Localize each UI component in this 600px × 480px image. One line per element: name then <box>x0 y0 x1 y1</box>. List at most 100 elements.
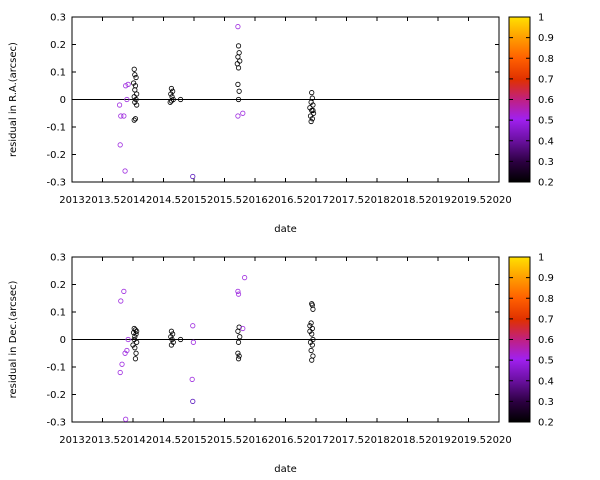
xtick-label: 2018 <box>364 195 389 206</box>
data-point <box>125 81 131 87</box>
xtick-label: 2013 <box>59 195 84 206</box>
data-point <box>308 118 314 125</box>
colorbar-tick-label: 0.3 <box>538 397 554 408</box>
data-point <box>117 142 123 148</box>
xtick-label: 2014 <box>120 195 145 206</box>
data-point <box>236 353 242 359</box>
data-point <box>134 339 140 345</box>
xtick-label: 2016.5 <box>268 435 303 446</box>
colorbar-tick-label: 0.8 <box>538 294 554 305</box>
data-point <box>124 347 130 354</box>
data-point <box>235 54 241 60</box>
ytick-label: 0.2 <box>50 40 66 51</box>
data-point <box>168 334 174 340</box>
data-point <box>124 96 130 103</box>
data-point <box>309 90 315 96</box>
data-point <box>235 24 241 30</box>
ytick-label: -0.3 <box>46 178 66 189</box>
data-point <box>240 110 246 116</box>
data-point <box>134 102 140 108</box>
ytick-label: -0.2 <box>46 150 66 161</box>
data-point <box>309 357 315 363</box>
data-point <box>235 350 241 356</box>
xtick-label: 2018.5 <box>390 435 425 446</box>
ytick-label: -0.2 <box>46 390 66 401</box>
data-point <box>234 61 240 67</box>
data-point <box>235 291 242 297</box>
data-point <box>121 288 127 294</box>
xtick-label: 2020 <box>486 195 511 206</box>
data-point <box>190 323 196 329</box>
data-point <box>235 81 241 87</box>
data-point <box>237 334 243 340</box>
data-point <box>131 117 137 123</box>
panel-dec: -0.3-0.2-0.100.10.20.3 2013 2013.5 2014 201… <box>8 253 554 476</box>
data-point <box>122 168 128 174</box>
data-point <box>133 350 139 356</box>
data-point <box>168 98 175 104</box>
colorbar-tick-label: 0.2 <box>538 418 554 429</box>
ytick-label: 0.3 <box>50 13 66 24</box>
ylabel-ra: residual in R.A.(arcsec) <box>8 42 19 157</box>
xtick-label: 2017.5 <box>329 195 364 206</box>
data-point <box>190 339 196 345</box>
data-point <box>235 328 241 334</box>
xtick-label: 2016.5 <box>268 195 303 206</box>
data-point <box>168 342 175 348</box>
data-point <box>169 94 175 100</box>
data-point <box>240 325 246 332</box>
data-point <box>131 66 137 72</box>
colorbar-tick-label: 0.6 <box>538 335 554 346</box>
colorbar-tick-label: 0.4 <box>538 136 554 147</box>
data-point <box>132 356 139 362</box>
xtick-label: 2017.5 <box>329 435 364 446</box>
data-point <box>132 116 139 122</box>
data-point <box>132 334 138 340</box>
ytick-label: 0.1 <box>50 68 66 79</box>
xtick-label: 2014 <box>120 435 145 446</box>
data-point <box>132 72 138 78</box>
data-point <box>308 320 314 326</box>
ytick-label: -0.3 <box>46 418 66 429</box>
data-point <box>125 336 131 343</box>
data-point <box>309 116 315 122</box>
data-point <box>167 99 173 105</box>
data-point <box>133 96 139 103</box>
data-point <box>168 85 175 92</box>
ylabel-dec: residual in Dec.(arcsec) <box>8 281 19 399</box>
data-point <box>118 298 124 304</box>
data-point <box>190 173 196 180</box>
xtick-label: 2018.5 <box>390 195 425 206</box>
xtick-label: 2014.5 <box>146 195 181 206</box>
data-point <box>242 275 248 281</box>
data-point <box>132 87 138 93</box>
colorbar-tick-label: 0.2 <box>538 178 554 189</box>
data-point <box>134 91 140 97</box>
xtick-label: 2019.5 <box>451 435 486 446</box>
data-point <box>310 306 316 312</box>
data-point <box>309 325 315 332</box>
xtick-label: 2015.5 <box>207 195 242 206</box>
xtick-label: 2019 <box>425 435 450 446</box>
data-point <box>307 323 313 329</box>
xtick-label: 2019.5 <box>451 195 486 206</box>
data-point <box>235 356 242 362</box>
data-point <box>177 96 184 103</box>
colorbar-tick-label: 0.9 <box>538 273 554 284</box>
ytick-label: 0.2 <box>50 280 66 291</box>
ytick-label: -0.1 <box>46 363 66 374</box>
data-point <box>235 113 241 119</box>
xtick-label: 2017 <box>303 435 328 446</box>
ytick-label: -0.1 <box>46 123 66 134</box>
xlabel-dec: date <box>274 464 297 475</box>
data-point <box>236 88 242 94</box>
colorbar-tick-label: 0.4 <box>538 376 554 387</box>
data-point <box>237 58 243 64</box>
data-point <box>177 336 184 343</box>
colorbar-tick-label: 0.5 <box>538 356 554 367</box>
ytick-label: 0 <box>60 95 66 106</box>
data-point <box>168 91 174 97</box>
panel-ra: -0.3-0.2-0.100.10.20.3 2013 2013.5 2014 201… <box>8 13 554 236</box>
data-point <box>118 113 124 119</box>
data-point <box>169 336 175 343</box>
